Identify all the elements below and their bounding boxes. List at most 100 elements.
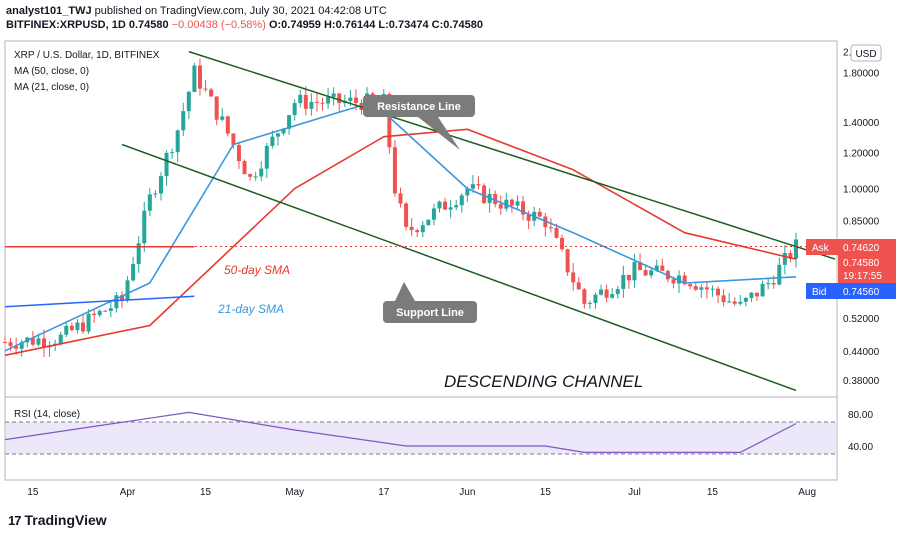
candle-body — [621, 274, 626, 289]
candle-body — [515, 201, 520, 206]
candle-body — [192, 65, 197, 92]
price-tick-2: 1.40000 — [843, 118, 880, 129]
candle — [777, 257, 782, 286]
candle-body — [248, 174, 253, 177]
candle-body — [114, 295, 119, 309]
candle-body — [303, 94, 308, 109]
candle-body — [58, 334, 63, 344]
legend-rsi[interactable]: RSI (14, close) — [14, 409, 80, 420]
candle — [626, 274, 631, 289]
legend-ma21[interactable]: MA (21, close, 0) — [14, 82, 89, 93]
candle-body — [693, 286, 698, 290]
candle-body — [760, 283, 765, 297]
candle-body — [431, 208, 436, 220]
candle-body — [175, 130, 180, 153]
time-tick-8: 15 — [707, 487, 719, 498]
candle-body — [203, 88, 208, 90]
candle — [593, 292, 598, 309]
candle-body — [220, 116, 225, 120]
candle — [259, 161, 264, 181]
resistance-callout-pointer — [418, 117, 460, 150]
candle-body — [86, 313, 91, 332]
tradingview-logo[interactable]: 17 TradingView — [8, 512, 107, 528]
time-axis[interactable]: 15 Apr 15 May 17 Jun 15 Jul 15 Aug — [27, 487, 816, 498]
candle-body — [565, 249, 570, 273]
candle — [197, 58, 202, 96]
candle-body — [420, 225, 425, 233]
rsi-axis[interactable]: 80.00 40.00 — [848, 410, 873, 453]
candle-body — [738, 301, 743, 304]
resistance-trendline[interactable] — [188, 50, 836, 260]
candle — [164, 150, 169, 186]
candle-body — [727, 301, 732, 303]
candle-body — [593, 294, 598, 303]
candle-body — [181, 111, 186, 131]
support-callout[interactable]: Support Line — [383, 282, 477, 323]
candle-body — [30, 337, 35, 345]
candle — [610, 288, 615, 299]
candle-body — [571, 272, 576, 283]
candle-body — [448, 207, 453, 210]
price-tick-3: 1.20000 — [843, 149, 880, 160]
ma50-line — [4, 128, 797, 357]
candle — [114, 291, 119, 313]
candle — [398, 187, 403, 208]
tradingview-logo-icon: 17 — [8, 512, 22, 528]
candle-body — [415, 230, 420, 233]
resistance-callout[interactable]: Resistance Line — [363, 95, 475, 150]
candle-body — [526, 214, 531, 221]
resistance-callout-box — [363, 95, 475, 117]
candle — [97, 309, 102, 318]
usd-badge[interactable]: USD — [850, 44, 882, 62]
price-tick-7: 0.52000 — [843, 314, 880, 325]
candle — [437, 200, 442, 213]
candle — [487, 188, 492, 213]
author-name[interactable]: analyst101_TWJ — [6, 5, 92, 17]
candle-body — [788, 253, 793, 259]
candle — [621, 265, 626, 298]
candle-body — [688, 284, 693, 287]
candle-body — [348, 97, 353, 102]
candle — [287, 114, 292, 135]
candle — [704, 282, 709, 299]
ma21-line — [4, 101, 797, 352]
tradingview-logo-text: TradingView — [24, 512, 107, 528]
candle — [147, 188, 152, 217]
sma50-label: 50-day SMA — [224, 263, 290, 277]
candle-body — [314, 102, 319, 104]
candle-body — [426, 219, 431, 226]
candle-body — [92, 313, 97, 316]
resistance-callout-text: Resistance Line — [377, 101, 461, 113]
usd-badge-box — [850, 44, 882, 62]
candle — [660, 258, 665, 271]
candle-body — [242, 161, 247, 175]
candle — [431, 203, 436, 226]
candle-body — [749, 292, 754, 298]
support-trendline[interactable] — [121, 143, 797, 392]
time-tick-2: 15 — [200, 487, 212, 498]
candle-body — [287, 115, 292, 129]
candle — [615, 285, 620, 299]
candle — [181, 102, 186, 137]
candle — [409, 218, 414, 236]
candle-body — [710, 288, 715, 290]
price-tick-5: 0.85000 — [843, 217, 880, 228]
time-tick-0: 15 — [27, 487, 39, 498]
candle-body — [743, 297, 748, 302]
candle — [716, 286, 721, 304]
legend-ma50[interactable]: MA (50, close, 0) — [14, 66, 89, 77]
candle-body — [699, 287, 704, 290]
candle-body — [576, 282, 581, 290]
candle — [41, 329, 46, 358]
candle-body — [409, 226, 414, 231]
candle — [599, 284, 604, 296]
candle — [688, 282, 693, 290]
candle — [571, 262, 576, 291]
candle-body — [766, 283, 771, 285]
candle-body — [326, 96, 331, 104]
candle-body — [537, 211, 542, 217]
price-axis[interactable]: 2.000001.800001.400001.200001.000000.850… — [843, 48, 880, 387]
candle-body — [125, 280, 130, 300]
sma21-label: 21-day SMA — [217, 302, 284, 316]
